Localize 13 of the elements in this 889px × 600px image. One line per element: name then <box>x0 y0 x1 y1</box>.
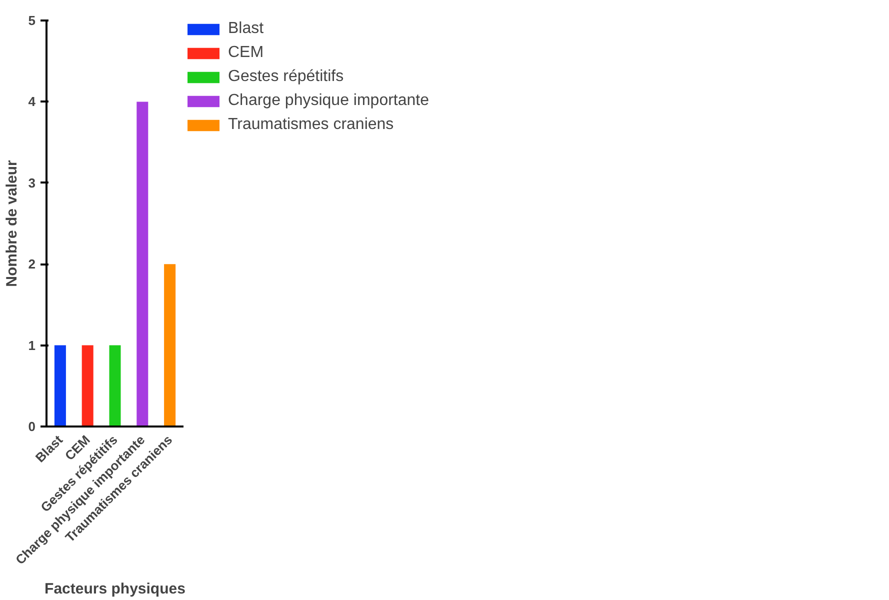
legend-label: Gestes répétitifs <box>228 68 344 86</box>
legend-label: Traumatismes craniens <box>228 116 394 134</box>
legend-label: Charge physique importante <box>228 92 430 110</box>
y-tick-label: 3 <box>28 175 36 190</box>
y-tick-label: 0 <box>28 419 36 434</box>
y-tick-label: 4 <box>28 94 36 110</box>
y-tick-label: 5 <box>28 13 36 28</box>
legend-label: Blast <box>228 20 264 38</box>
y-axis-title: Nombre de valeur <box>3 160 20 287</box>
legend-label: CEM <box>228 44 264 62</box>
y-tick-label: 1 <box>28 338 36 353</box>
x-axis-title: Facteurs physiques <box>44 580 186 598</box>
y-tick-label: 2 <box>28 256 36 272</box>
